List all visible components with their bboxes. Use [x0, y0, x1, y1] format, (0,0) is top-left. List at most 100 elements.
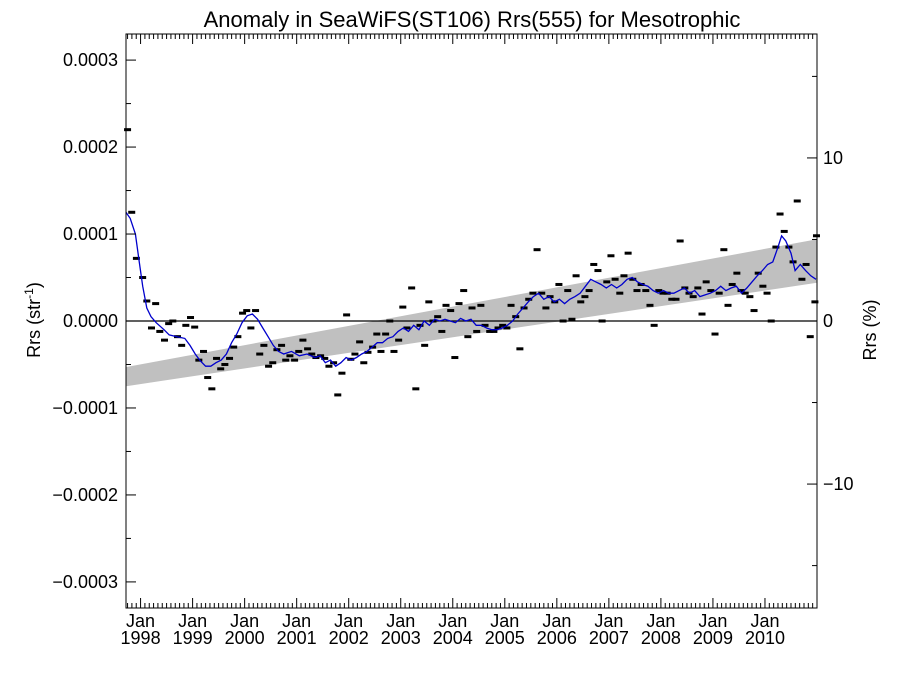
data-point — [338, 371, 346, 375]
data-point — [741, 291, 749, 295]
y-tick-label: 0.0000 — [63, 311, 118, 331]
data-point — [447, 309, 455, 313]
data-point — [187, 316, 195, 320]
data-point — [477, 303, 485, 307]
data-point — [386, 319, 394, 323]
data-point — [464, 335, 472, 339]
data-point — [642, 289, 650, 293]
data-point — [750, 309, 758, 313]
data-point — [559, 319, 567, 323]
data-point — [412, 387, 420, 391]
left-axis: 0.0003 0.0002 0.0001 0.0000 −0.0001 −0.0002 −0… — [52, 50, 136, 592]
data-point — [234, 335, 242, 339]
data-point — [399, 305, 407, 309]
y-tick-label: −0.0003 — [52, 572, 118, 592]
data-point — [486, 329, 494, 333]
y-axis-label: Rrs (str-1) — [22, 282, 44, 358]
data-point — [812, 234, 820, 238]
data-point — [698, 312, 706, 316]
data-point — [143, 299, 151, 303]
data-point — [195, 358, 203, 362]
data-point — [598, 319, 606, 323]
data-point — [178, 343, 186, 347]
data-point — [360, 361, 368, 365]
data-point — [646, 303, 654, 307]
data-point — [473, 329, 481, 333]
data-point — [403, 326, 411, 330]
data-point — [377, 349, 385, 353]
data-point — [759, 284, 767, 288]
data-point — [395, 338, 403, 342]
data-point — [737, 289, 745, 293]
data-point — [754, 271, 762, 275]
data-point — [390, 349, 398, 353]
trend-band-layer — [126, 239, 817, 387]
data-point — [590, 262, 598, 266]
data-point — [746, 295, 754, 299]
data-point — [499, 323, 507, 327]
data-point — [204, 376, 212, 380]
data-point — [668, 297, 676, 301]
data-point — [334, 393, 342, 397]
data-point — [772, 245, 780, 249]
y-tick-label: 0.0001 — [63, 224, 118, 244]
data-point — [152, 302, 160, 306]
y-tick-label: 0.0002 — [63, 137, 118, 157]
data-point — [663, 291, 671, 295]
data-point — [299, 338, 307, 342]
data-point — [637, 282, 645, 286]
data-point — [507, 303, 515, 307]
data-point — [776, 212, 784, 216]
x-tick-month: Jan — [542, 611, 571, 631]
data-point — [321, 356, 329, 360]
smooth-line-layer — [125, 211, 817, 368]
data-point — [132, 256, 140, 260]
data-point — [421, 343, 429, 347]
x-tick-year: 2009 — [693, 628, 733, 648]
data-point — [286, 354, 294, 358]
data-point — [256, 352, 264, 356]
x-tick-month: Jan — [282, 611, 311, 631]
data-point — [707, 289, 715, 293]
data-point — [308, 352, 316, 356]
x-tick-year: 2004 — [433, 628, 473, 648]
x-tick-year: 2007 — [589, 628, 629, 648]
data-point — [724, 303, 732, 307]
x-tick-month: Jan — [438, 611, 467, 631]
data-point — [221, 362, 229, 366]
data-point — [252, 309, 260, 313]
data-point — [802, 262, 810, 266]
data-point — [711, 332, 719, 336]
data-point — [490, 329, 498, 333]
data-point — [295, 349, 303, 353]
data-point — [572, 274, 580, 278]
data-point — [555, 282, 563, 286]
data-point — [733, 271, 741, 275]
data-point — [533, 248, 541, 252]
y-axis-label-close: ) — [24, 282, 44, 288]
x-tick-year: 1999 — [173, 628, 213, 648]
data-point — [208, 387, 216, 391]
data-point — [659, 291, 667, 295]
data-point — [624, 251, 632, 255]
data-point — [798, 277, 806, 281]
data-point — [239, 311, 247, 315]
data-point — [767, 319, 775, 323]
data-point — [728, 282, 736, 286]
data-point — [451, 356, 459, 360]
x-tick-month: Jan — [490, 611, 519, 631]
data-point — [343, 313, 351, 317]
data-point — [516, 347, 524, 351]
data-point — [694, 286, 702, 290]
data-point — [494, 326, 502, 330]
x-tick-year: 2003 — [381, 628, 421, 648]
data-point — [169, 319, 177, 323]
data-point — [581, 295, 589, 299]
x-tick-year: 2005 — [485, 628, 525, 648]
data-point — [650, 323, 658, 327]
data-point — [525, 297, 533, 301]
x-tick-month: Jan — [386, 611, 415, 631]
data-point — [304, 347, 312, 351]
y-axis-label-sup: -1 — [22, 288, 36, 299]
